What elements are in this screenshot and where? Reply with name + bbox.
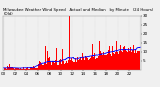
Text: Milwaukee Weather Wind Speed   Actual and Median   by Minute   (24 Hours) (Old): Milwaukee Weather Wind Speed Actual and … [3,8,154,16]
